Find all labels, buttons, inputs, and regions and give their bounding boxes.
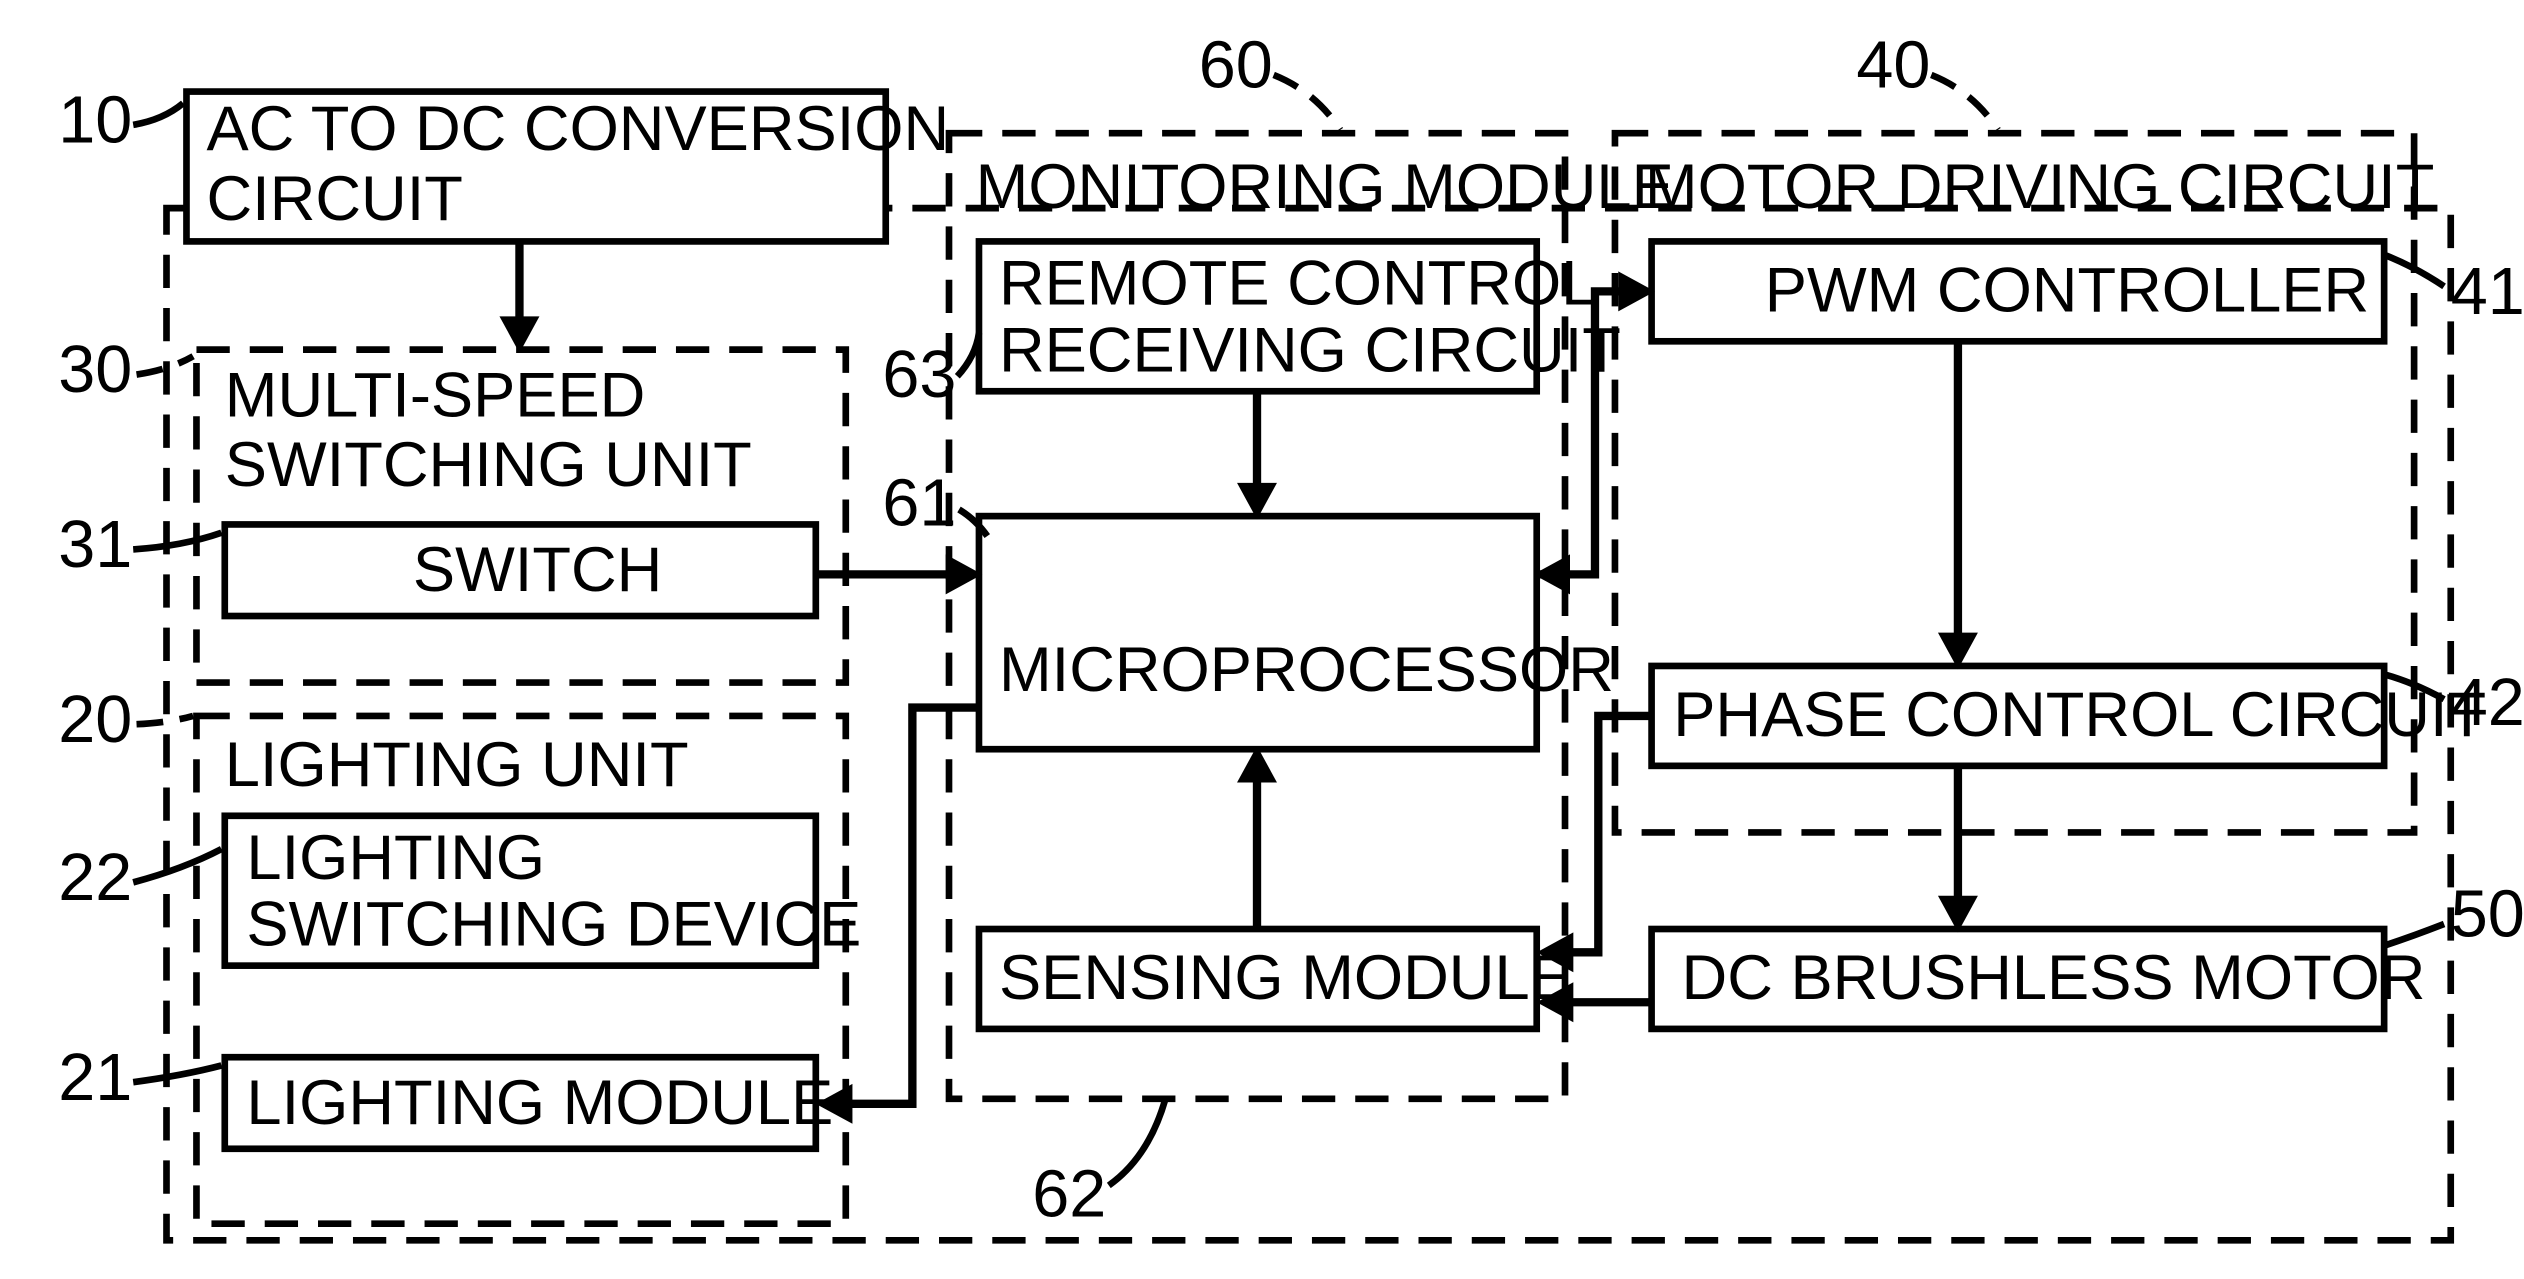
light-sw-line1: LIGHTING bbox=[246, 823, 545, 893]
ref-10: 10 bbox=[58, 83, 132, 157]
ac-dc-label-line1: AC TO DC CONVERSION bbox=[206, 94, 949, 164]
phase-label: PHASE CONTROL CIRCUIT bbox=[1673, 680, 2486, 750]
arrow-remote-to-micro bbox=[1237, 391, 1277, 519]
micro-label: MICROPROCESSOR bbox=[999, 635, 1614, 705]
ref-42: 42 bbox=[2451, 666, 2524, 740]
arrow-phase-to-sensing bbox=[1537, 716, 1652, 972]
microprocessor-block: MICROPROCESSOR bbox=[979, 516, 1614, 749]
light-sw-line2: SWITCHING DEVICE bbox=[246, 890, 861, 960]
switching-title-line1: MULTI-SPEED bbox=[225, 360, 646, 430]
ac-dc-block: AC TO DC CONVERSION CIRCUIT bbox=[186, 92, 949, 242]
remote-line2: RECEIVING CIRCUIT bbox=[999, 315, 1621, 385]
ref-60: 60 bbox=[1199, 29, 1273, 103]
leader-21 bbox=[133, 1066, 221, 1083]
ref-31: 31 bbox=[58, 508, 132, 582]
leader-62 bbox=[1109, 1099, 1166, 1186]
ref-20: 20 bbox=[58, 683, 132, 757]
leader-10 bbox=[133, 103, 183, 125]
arrow-pwm-to-phase bbox=[1938, 341, 1978, 669]
sensing-label: SENSING MODULE bbox=[999, 943, 1572, 1013]
pwm-controller-block: PWM CONTROLLER bbox=[1652, 241, 2385, 341]
switch-block: SWITCH bbox=[225, 524, 816, 616]
arrow-sensing-to-micro bbox=[1237, 746, 1277, 929]
leader-40 bbox=[1931, 75, 1998, 130]
arrow-phase-to-motor bbox=[1938, 766, 1978, 932]
lighting-switching-device-block: LIGHTING SWITCHING DEVICE bbox=[225, 816, 862, 966]
remote-line1: REMOTE CONTROL bbox=[999, 249, 1596, 319]
arrow-acdc-to-switching bbox=[499, 241, 539, 353]
ref-63: 63 bbox=[882, 338, 956, 412]
switching-title-line2: SWITCHING UNIT bbox=[225, 430, 752, 500]
ref-30: 30 bbox=[58, 333, 132, 407]
arrow-switch-to-micro bbox=[816, 554, 982, 594]
sensing-module-block: SENSING MODULE bbox=[979, 929, 1572, 1029]
switch-label: SWITCH bbox=[413, 535, 662, 605]
ref-21: 21 bbox=[58, 1041, 132, 1115]
ref-62: 62 bbox=[1032, 1157, 1106, 1231]
leader-20 bbox=[137, 716, 194, 724]
ref-61: 61 bbox=[882, 466, 956, 540]
lighting-module-block: LIGHTING MODULE bbox=[225, 1057, 834, 1149]
leader-31 bbox=[133, 533, 221, 550]
phase-control-block: PHASE CONTROL CIRCUIT bbox=[1652, 666, 2487, 766]
leader-22 bbox=[133, 849, 221, 882]
ac-dc-label-line2: CIRCUIT bbox=[206, 164, 463, 234]
remote-control-block: REMOTE CONTROL RECEIVING CIRCUIT bbox=[979, 241, 1621, 391]
ref-50: 50 bbox=[2451, 878, 2524, 952]
light-mod-label: LIGHTING MODULE bbox=[246, 1068, 833, 1138]
ref-40: 40 bbox=[1856, 29, 1930, 103]
pwm-label: PWM CONTROLLER bbox=[1765, 255, 2369, 325]
monitoring-title: MONITORING MODULE bbox=[976, 152, 1674, 222]
leader-60 bbox=[1274, 75, 1341, 130]
block-diagram: AC TO DC CONVERSION CIRCUIT MULTI-SPEED … bbox=[0, 0, 2524, 1279]
lighting-title: LIGHTING UNIT bbox=[225, 730, 689, 800]
ref-41: 41 bbox=[2451, 255, 2524, 329]
motor-label: DC BRUSHLESS MOTOR bbox=[1682, 943, 2426, 1013]
ref-22: 22 bbox=[58, 841, 132, 915]
dc-brushless-motor-block: DC BRUSHLESS MOTOR bbox=[1652, 929, 2426, 1029]
driving-title: MOTOR DRIVING CIRCUIT bbox=[1645, 152, 2434, 222]
